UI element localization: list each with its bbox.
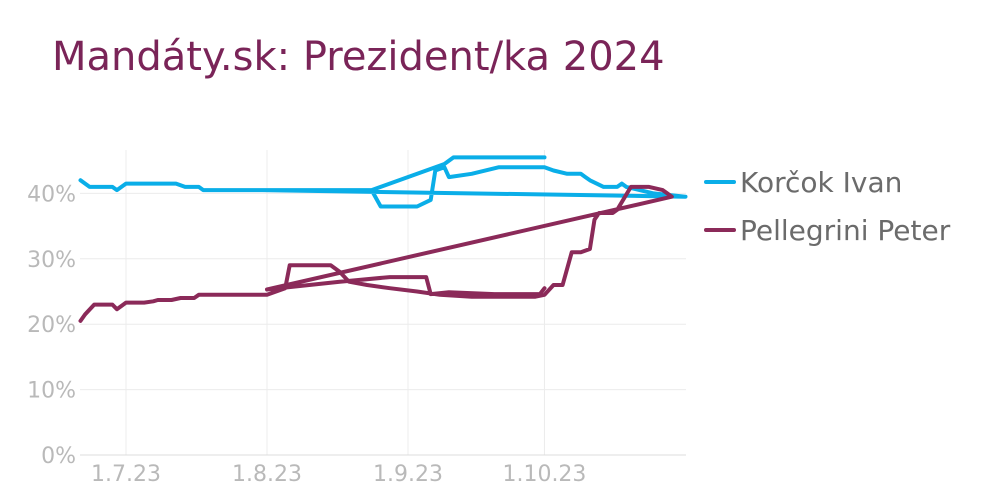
- chart-title: Mandáty.sk: Prezident/ka 2024: [52, 34, 665, 80]
- legend-label: Pellegrini Peter: [740, 214, 951, 247]
- x-tick-label: 1.8.23: [232, 462, 302, 487]
- legend-label: Korčok Ivan: [740, 166, 902, 199]
- y-tick-label: 10%: [27, 379, 76, 404]
- x-tick-label: 1.10.23: [502, 462, 586, 487]
- y-tick-label: 20%: [27, 313, 76, 338]
- x-tick-label: 1.9.23: [373, 462, 443, 487]
- series-line-korcok: [78, 155, 688, 209]
- y-tick-label: 0%: [41, 444, 76, 469]
- y-tick-label: 30%: [27, 248, 76, 273]
- series-line-pellegrini: [78, 184, 674, 323]
- x-tick-label: 1.7.23: [91, 462, 161, 487]
- y-tick-label: 40%: [27, 182, 76, 207]
